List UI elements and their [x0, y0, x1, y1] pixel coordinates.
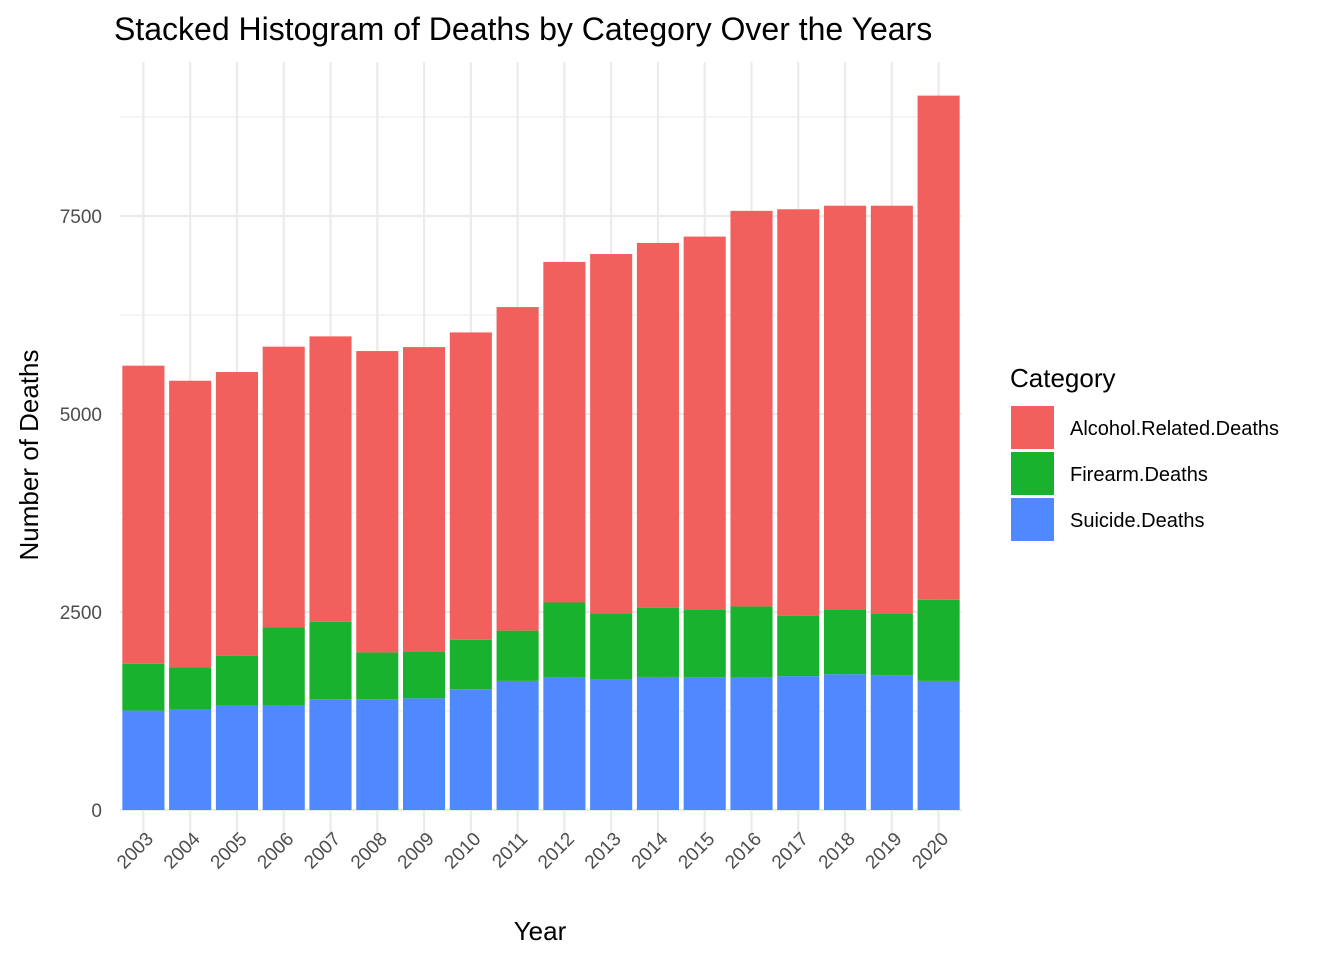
bar-alcohol-related-deaths-2018 [824, 205, 867, 610]
x-tick-label: 2009 [394, 829, 439, 874]
bar-alcohol-related-deaths-2003 [122, 365, 165, 664]
bar-firearm-deaths-2004 [169, 667, 212, 710]
bar-firearm-deaths-2008 [356, 652, 399, 700]
bar-alcohol-related-deaths-2006 [262, 346, 305, 628]
x-tick-label: 2017 [768, 829, 813, 874]
bar-alcohol-related-deaths-2004 [169, 380, 212, 668]
bar-alcohol-related-deaths-2020 [917, 95, 960, 600]
x-tick-label: 2019 [862, 829, 907, 874]
y-tick-label: 7500 [60, 207, 102, 228]
bar-firearm-deaths-2020 [917, 599, 960, 681]
x-tick-label: 2012 [534, 829, 579, 874]
bar-firearm-deaths-2010 [449, 639, 492, 690]
x-tick-label: 2006 [254, 829, 299, 874]
legend-key [1011, 406, 1054, 449]
bar-suicide-deaths-2016 [730, 677, 773, 810]
x-axis-ticks: 2003 2004 2005 2006 2007 2008 2009 2010 2011 2012… [113, 828, 953, 873]
bar-alcohol-related-deaths-2011 [496, 307, 539, 631]
bar-suicide-deaths-2005 [215, 705, 258, 810]
bar-alcohol-related-deaths-2009 [403, 347, 446, 652]
legend-key [1011, 498, 1054, 541]
bar-firearm-deaths-2014 [636, 607, 679, 677]
bar-suicide-deaths-2011 [496, 680, 539, 810]
bar-firearm-deaths-2005 [215, 655, 258, 706]
bar-suicide-deaths-2003 [122, 710, 165, 810]
bar-firearm-deaths-2011 [496, 630, 539, 681]
x-tick-label: 2016 [721, 829, 766, 874]
legend-title: Category [1010, 363, 1116, 393]
bar-firearm-deaths-2019 [870, 613, 913, 676]
bar-firearm-deaths-2003 [122, 663, 165, 711]
x-tick-label: 2004 [160, 828, 205, 873]
bar-suicide-deaths-2018 [824, 674, 867, 810]
y-axis-title: Number of Deaths [14, 350, 44, 561]
x-tick-label: 2003 [113, 829, 158, 874]
bar-alcohol-related-deaths-2014 [636, 242, 679, 608]
bar-suicide-deaths-2008 [356, 699, 399, 810]
bar-firearm-deaths-2013 [590, 613, 633, 680]
bar-suicide-deaths-2007 [309, 699, 352, 810]
bars [122, 95, 960, 810]
x-tick-label: 2007 [300, 829, 345, 874]
bar-suicide-deaths-2004 [169, 709, 212, 810]
bar-alcohol-related-deaths-2015 [683, 236, 726, 610]
bar-firearm-deaths-2009 [403, 651, 446, 699]
bar-suicide-deaths-2010 [449, 689, 492, 810]
x-tick-label: 2018 [815, 829, 860, 874]
x-tick-label: 2014 [628, 828, 673, 873]
legend-key [1011, 452, 1054, 495]
y-tick-label: 5000 [60, 405, 102, 426]
bar-alcohol-related-deaths-2008 [356, 351, 399, 653]
bar-firearm-deaths-2012 [543, 602, 586, 678]
bar-suicide-deaths-2009 [403, 698, 446, 810]
bar-alcohol-related-deaths-2016 [730, 210, 773, 607]
legend-label: Alcohol.Related.Deaths [1070, 418, 1279, 440]
bar-suicide-deaths-2019 [870, 675, 913, 810]
x-tick-label: 2008 [347, 829, 392, 874]
legend: Category Alcohol.Related.Deaths Firearm.D… [1010, 363, 1279, 541]
bar-firearm-deaths-2015 [683, 609, 726, 678]
x-tick-label: 2020 [908, 829, 953, 874]
x-axis-title: Year [514, 916, 567, 946]
bar-alcohol-related-deaths-2010 [449, 332, 492, 640]
legend-items: Alcohol.Related.Deaths Firearm.Deaths Suic… [1011, 406, 1279, 541]
bar-alcohol-related-deaths-2019 [870, 205, 913, 614]
bar-suicide-deaths-2013 [590, 679, 633, 810]
bar-firearm-deaths-2016 [730, 606, 773, 678]
bar-suicide-deaths-2014 [636, 676, 679, 810]
bar-alcohol-related-deaths-2007 [309, 336, 352, 622]
bar-firearm-deaths-2007 [309, 621, 352, 700]
bar-suicide-deaths-2012 [543, 677, 586, 810]
bar-suicide-deaths-2017 [777, 676, 820, 810]
x-tick-label: 2011 [488, 829, 532, 873]
x-tick-label: 2013 [581, 829, 626, 874]
bar-suicide-deaths-2015 [683, 677, 726, 810]
legend-label: Suicide.Deaths [1070, 510, 1205, 532]
chart-title: Stacked Histogram of Deaths by Category … [114, 11, 932, 47]
bar-alcohol-related-deaths-2013 [590, 254, 633, 614]
bar-alcohol-related-deaths-2017 [777, 209, 820, 616]
y-tick-label: 0 [91, 801, 102, 822]
bar-suicide-deaths-2020 [917, 680, 960, 810]
bar-firearm-deaths-2018 [824, 609, 867, 675]
y-axis-ticks: 0 2500 5000 7500 [60, 207, 102, 822]
x-tick-label: 2010 [441, 829, 486, 874]
bar-suicide-deaths-2006 [262, 705, 305, 810]
legend-label: Firearm.Deaths [1070, 464, 1208, 486]
x-tick-label: 2005 [207, 829, 252, 874]
bar-alcohol-related-deaths-2012 [543, 261, 586, 603]
x-tick-label: 2015 [675, 829, 720, 874]
bar-firearm-deaths-2017 [777, 615, 820, 677]
bar-alcohol-related-deaths-2005 [215, 372, 258, 656]
bar-firearm-deaths-2006 [262, 627, 305, 706]
y-tick-label: 2500 [60, 603, 102, 624]
